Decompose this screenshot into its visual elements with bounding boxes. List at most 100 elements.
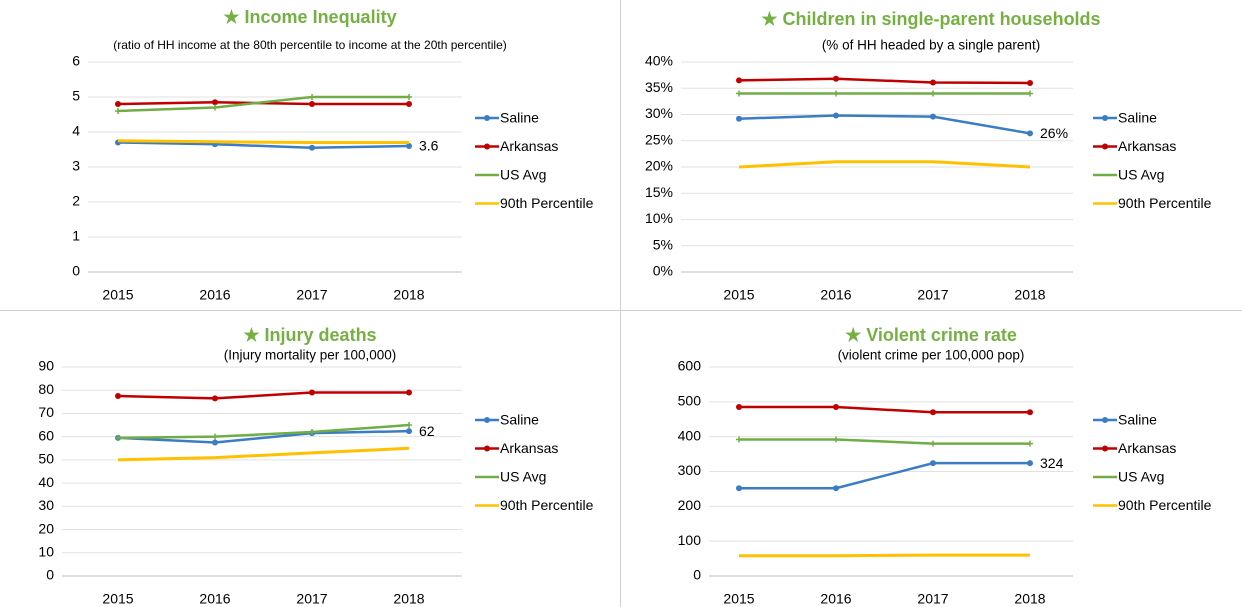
y-tick-label: 0% [653,263,673,279]
point [1027,80,1033,86]
point [309,94,315,100]
y-tick-label: 0 [693,567,701,583]
point [736,436,742,443]
point [115,434,121,441]
x-tick-label: 2017 [917,287,948,303]
x-tick-label: 2016 [199,591,230,607]
point [212,104,218,111]
chart-subtitle: (ratio of HH income at the 80th percenti… [113,38,507,52]
chart-subtitle: (violent crime per 100,000 pop) [838,348,1025,363]
series-line [117,141,410,150]
point [930,440,936,447]
legend-label: Saline [500,412,539,428]
legend-label: Saline [500,110,539,126]
legend-label: 90th Percentile [500,497,594,513]
y-tick-label: 600 [678,358,702,374]
legend-label: 90th Percentile [500,195,594,211]
point [736,115,742,122]
legend-label: Saline [1118,110,1157,126]
y-tick-label: 100 [678,532,702,548]
series-line [117,139,409,144]
point [1027,130,1033,137]
point [406,389,412,396]
point [930,79,936,86]
legend-marker [1102,115,1108,121]
x-tick-label: 2018 [393,287,424,303]
point [1027,409,1033,416]
x-tick-label: 2015 [102,591,133,607]
series-line [117,391,409,400]
chart-title: ★ Children in single-parent households [761,9,1100,29]
legend-marker [1102,445,1108,452]
legend-label: Arkansas [1118,440,1176,456]
point [212,395,218,402]
x-tick-label: 2015 [723,591,754,607]
point [309,101,315,107]
chart-subtitle: (Injury mortality per 100,000) [224,348,397,363]
y-tick-label: 30% [645,105,673,121]
legend-marker [484,445,490,452]
legend-label: Arkansas [500,440,558,456]
chart-panel: ★ Income Inequality (ratio of HH income a… [72,7,593,303]
data-label: 62 [419,423,435,439]
series-line [739,438,1030,445]
legend-label: 90th Percentile [1118,195,1212,211]
x-tick-label: 2017 [917,591,948,607]
data-label: 3.6 [419,138,439,154]
chart-title: ★ Income Inequality [223,7,396,27]
y-tick-label: 20 [38,520,54,536]
series-line [117,95,409,113]
point [1027,440,1033,447]
point [115,108,121,114]
x-tick-label: 2018 [1014,287,1045,303]
y-tick-label: 60 [38,427,54,443]
point [1027,90,1033,97]
y-tick-label: 4 [72,123,80,139]
x-tick-label: 2017 [296,591,327,607]
point [930,113,936,120]
x-tick-label: 2018 [1014,591,1045,607]
legend-label: US Avg [1118,167,1164,183]
point [833,404,839,411]
x-tick-label: 2015 [102,287,133,303]
legend-label: US Avg [1118,469,1164,485]
y-tick-label: 2 [72,193,80,209]
point [833,112,839,119]
y-tick-label: 200 [678,497,702,513]
chart-panel: ★ Injury deaths (Injury mortality per 100… [38,325,593,607]
y-tick-label: 40 [38,474,54,490]
y-tick-label: 5% [653,236,673,252]
y-tick-label: 40% [645,53,673,69]
series-line [117,423,410,440]
y-tick-label: 10 [38,543,54,559]
y-tick-label: 80 [38,381,54,397]
point [1027,460,1033,467]
series-line [117,446,410,462]
y-tick-label: 5 [72,88,80,104]
series-line [739,405,1030,414]
point [736,485,742,492]
x-tick-label: 2017 [296,287,327,303]
point [212,433,218,440]
chart-title: ★ Violent crime rate [845,325,1017,345]
y-tick-label: 3 [72,158,80,174]
data-label: 324 [1040,455,1064,471]
y-tick-label: 400 [678,427,702,443]
point [406,101,412,107]
point [930,90,936,97]
point [406,143,412,149]
point [406,422,412,429]
y-tick-label: 90 [38,358,54,374]
data-label: 26% [1040,125,1068,141]
point [406,94,412,100]
legend-marker [484,417,490,423]
y-tick-label: 70 [38,404,54,420]
point [406,428,412,435]
legend-label: US Avg [500,167,546,183]
y-tick-label: 1 [72,228,80,244]
point [212,99,218,106]
series-line [117,429,410,444]
legend-marker [1102,143,1108,150]
point [833,436,839,443]
legend-label: 90th Percentile [1118,497,1212,513]
